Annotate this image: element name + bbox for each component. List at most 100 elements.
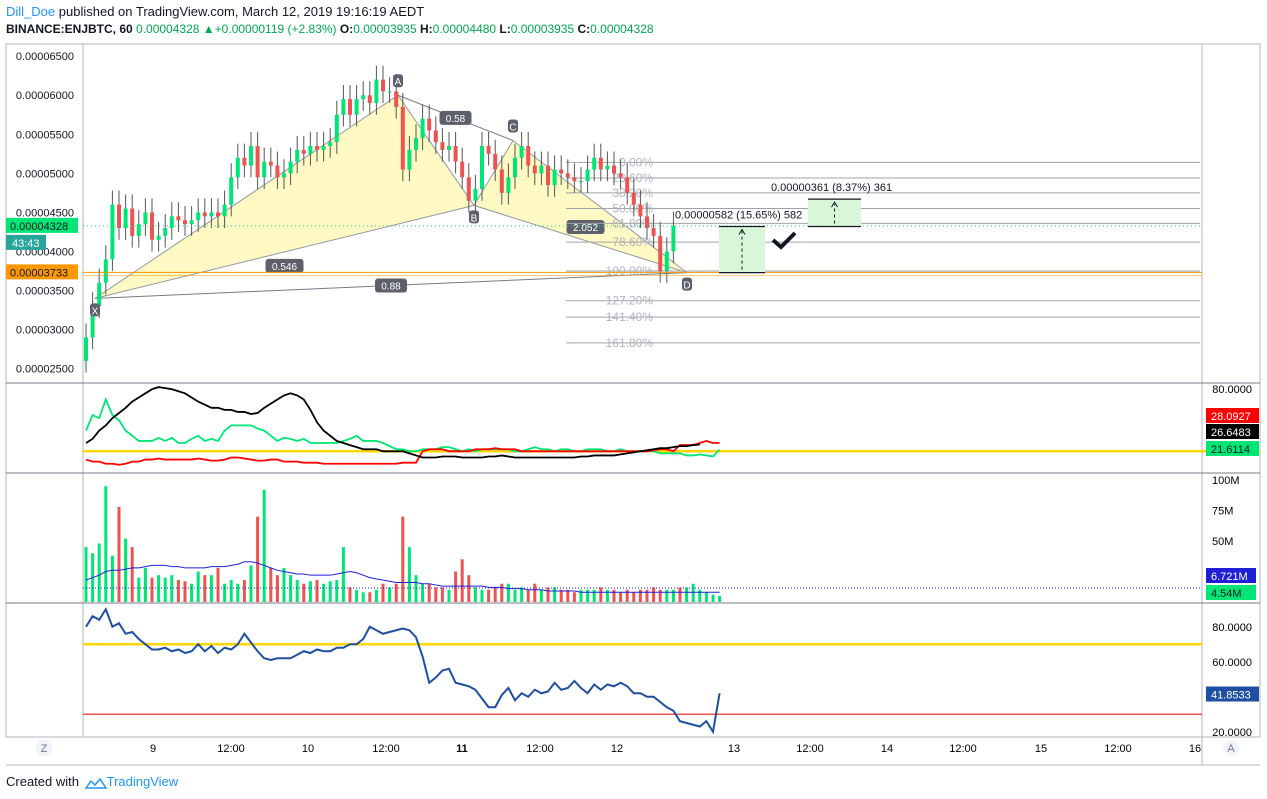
time-axis-tick: 13 xyxy=(728,743,740,755)
volume-bar xyxy=(454,571,458,602)
tradingview-logo-icon xyxy=(84,777,108,789)
volume-bar xyxy=(698,589,702,602)
volume-bar xyxy=(361,592,365,602)
volume-bar xyxy=(262,489,266,602)
pattern-point-bg xyxy=(682,277,692,291)
volume-bar xyxy=(506,583,510,602)
volume-bar xyxy=(110,555,114,602)
volume-bar xyxy=(176,580,180,602)
candle-body xyxy=(506,177,511,193)
time-axis-tick: 9 xyxy=(150,743,156,755)
fib-level-label: 141.40% xyxy=(606,310,654,324)
countdown-badge-bg xyxy=(6,234,46,250)
candle-body xyxy=(612,165,616,174)
volume-bar xyxy=(421,583,425,602)
target-arrow-head xyxy=(738,228,746,235)
volume-bar xyxy=(322,583,326,602)
time-axis-tick: 12:00 xyxy=(526,743,554,755)
candle-body xyxy=(136,224,141,236)
volume-bar xyxy=(348,587,352,602)
price-axis-tick: 0.00003500 xyxy=(16,286,74,298)
author-link[interactable]: Dill_Doe xyxy=(6,4,56,19)
volume-bar xyxy=(625,589,629,602)
candle-body xyxy=(414,138,418,150)
volume-bar xyxy=(520,587,524,602)
volume-bar xyxy=(619,592,623,602)
auto-scale-button[interactable]: A xyxy=(1227,743,1235,755)
volume-bar xyxy=(302,583,306,602)
time-axis-tick: 12:00 xyxy=(372,743,400,755)
fib-level-label: 161.80% xyxy=(606,336,654,350)
dmi-badge-bg xyxy=(1206,424,1259,439)
pattern-point-label: D xyxy=(683,281,690,292)
volume-bar xyxy=(249,565,253,602)
time-axis-tick: 11 xyxy=(456,743,468,755)
volume-bar xyxy=(685,587,689,602)
close-value: 0.00004328 xyxy=(590,22,654,36)
volume-bar xyxy=(586,589,590,602)
candle-body xyxy=(235,157,240,178)
volume-bar xyxy=(645,589,649,602)
candle-body xyxy=(579,181,583,183)
volume-bar xyxy=(203,575,207,602)
fib-level-label: 0.00% xyxy=(619,155,653,169)
time-axis-tick: 16 xyxy=(1189,743,1201,755)
ratio-badge: 0.58 xyxy=(446,114,466,125)
candle-body xyxy=(420,118,425,139)
dmi-badge-bg xyxy=(1206,408,1259,423)
volume-badge-bg xyxy=(1206,585,1256,600)
candle-body xyxy=(90,306,95,338)
candle-body xyxy=(315,146,319,150)
brand-link[interactable]: TradingView xyxy=(106,774,179,789)
volume-bar xyxy=(137,577,141,602)
chart-frame xyxy=(5,43,1261,738)
candle-body xyxy=(295,149,300,162)
volume-badge-bg xyxy=(1206,568,1256,583)
volume-bar xyxy=(487,589,491,602)
volume-bar xyxy=(652,587,656,602)
candle-body xyxy=(361,95,366,100)
volume-bar xyxy=(440,587,444,602)
volume-bar xyxy=(671,589,675,602)
candle-body xyxy=(631,192,636,205)
volume-bar xyxy=(374,589,378,602)
candle-body xyxy=(427,118,432,131)
candle-body xyxy=(110,204,115,260)
volume-bar xyxy=(341,547,345,602)
volume-bar xyxy=(599,587,603,602)
zoom-button[interactable]: Z xyxy=(41,743,48,755)
publish-info: published on TradingView.com, March 12, … xyxy=(58,4,425,19)
dmi-axis-tick: 80.0000 xyxy=(1212,384,1252,396)
candle-body xyxy=(433,130,438,143)
volume-bar xyxy=(480,589,484,602)
volume-bar xyxy=(183,581,187,602)
candle-body xyxy=(513,157,517,178)
volume-bar xyxy=(335,580,339,602)
fib-level-label: 127.20% xyxy=(606,294,654,308)
created-with-label: Created with xyxy=(6,774,79,789)
candle-body xyxy=(328,142,333,147)
pattern-point-label: C xyxy=(509,123,516,134)
volume-bar xyxy=(473,587,477,602)
candle-body xyxy=(605,165,610,170)
candle-body xyxy=(202,212,207,217)
volume-bar xyxy=(546,587,550,602)
candle-body xyxy=(453,146,458,162)
candle-body xyxy=(130,208,135,236)
pattern-point-bg xyxy=(393,74,403,88)
candle-body xyxy=(625,177,630,193)
target-label: 0.00000582 (15.65%) 582 xyxy=(675,210,802,222)
candle-body xyxy=(84,337,88,361)
volume-bar xyxy=(117,506,121,602)
target-arrow-head xyxy=(831,201,838,208)
volume-bar xyxy=(401,516,405,602)
volume-bar xyxy=(460,559,464,602)
up-arrow-icon: ▲ xyxy=(202,22,215,36)
volume-bar xyxy=(638,589,642,602)
volume-bar xyxy=(691,583,695,602)
candle-body xyxy=(539,165,544,174)
last-price-badge-bg xyxy=(6,217,78,233)
candle-body xyxy=(354,99,359,115)
candle-body xyxy=(169,216,174,229)
